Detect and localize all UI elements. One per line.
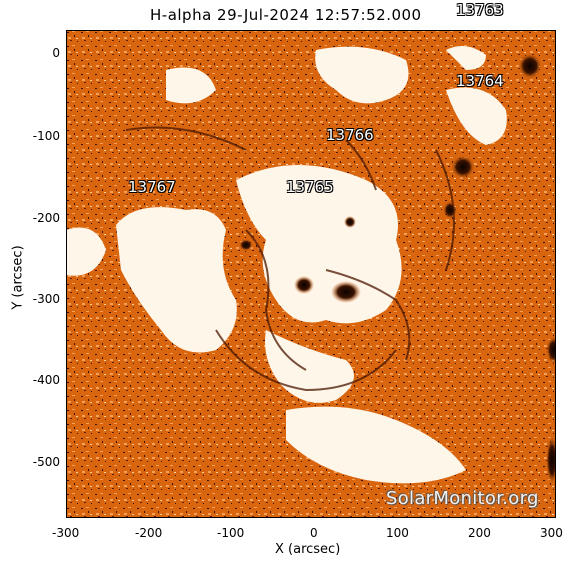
- plage-regions: [66, 46, 507, 484]
- x-tick-label: 300: [540, 526, 563, 540]
- map-title: H-alpha 29-Jul-2024 12:57:52.000: [150, 6, 422, 24]
- y-axis-label: Y (arcsec): [10, 245, 26, 310]
- region-label-13765[interactable]: 13765: [286, 178, 334, 196]
- halpha-image: [66, 30, 556, 518]
- halpha-map[interactable]: [66, 30, 556, 518]
- region-label-13767[interactable]: 13767: [128, 178, 176, 196]
- x-tick-label: -100: [217, 526, 245, 540]
- y-tick-label: -500: [32, 455, 60, 469]
- watermark-logo: SolarMonitor.org: [386, 488, 539, 509]
- y-tick-label: -400: [32, 373, 60, 387]
- region-label-13766[interactable]: 13766: [326, 126, 374, 144]
- y-tick-label: -100: [32, 129, 60, 143]
- x-tick-label: 100: [386, 526, 409, 540]
- x-tick-label: -300: [52, 526, 80, 540]
- x-tick-label: -200: [135, 526, 163, 540]
- x-axis-label: X (arcsec): [275, 542, 341, 557]
- sunspots: [239, 53, 556, 485]
- x-tick-label: 200: [468, 526, 491, 540]
- y-tick-label: 0: [52, 46, 60, 60]
- filaments: [125, 126, 455, 392]
- y-tick-label: -300: [32, 292, 60, 306]
- region-label-13763[interactable]: 13763: [456, 1, 504, 19]
- x-tick-label: 0: [310, 526, 318, 540]
- y-tick-label: -200: [32, 211, 60, 225]
- region-label-13764[interactable]: 13764: [456, 72, 504, 90]
